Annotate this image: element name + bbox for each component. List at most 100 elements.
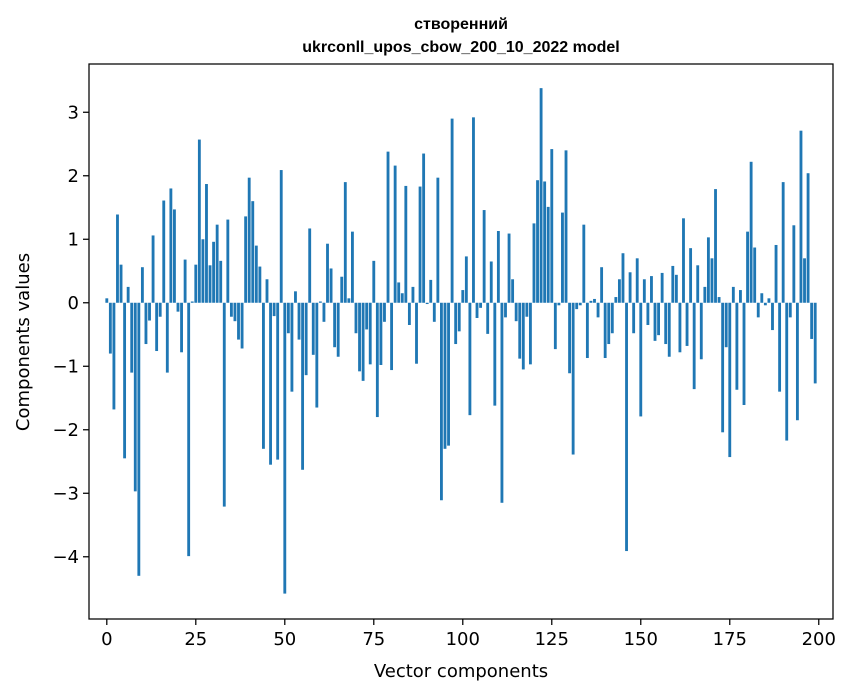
- bar-13: [151, 235, 155, 303]
- bar-192: [788, 302, 792, 318]
- bar-54: [297, 302, 301, 340]
- bar-94: [440, 302, 443, 501]
- bar-176: [731, 286, 735, 303]
- bar-156: [660, 272, 664, 303]
- bar-125: [550, 149, 554, 303]
- bar-120: [532, 223, 536, 303]
- bar-122: [539, 88, 543, 303]
- bar-166: [696, 265, 700, 303]
- bar-88: [418, 186, 422, 303]
- bar-52: [290, 302, 294, 392]
- bar-50: [283, 302, 287, 594]
- bar-29: [208, 265, 212, 303]
- x-axis-label: Vector components: [374, 661, 548, 682]
- bar-149: [635, 258, 639, 303]
- bar-56: [304, 302, 308, 376]
- bar-49: [279, 170, 283, 303]
- bar-195: [799, 130, 803, 303]
- bar-100: [461, 290, 465, 303]
- bar-147: [628, 272, 632, 303]
- bar-185: [763, 302, 767, 306]
- x-tick-label: 200: [802, 629, 836, 650]
- bar-158: [667, 302, 671, 357]
- bar-109: [493, 302, 497, 406]
- bar-4: [119, 264, 123, 303]
- bar-103: [472, 117, 475, 303]
- bar-67: [343, 182, 347, 303]
- bar-87: [415, 302, 418, 364]
- bar-98: [454, 302, 458, 345]
- bar-189: [778, 302, 782, 392]
- bar-170: [710, 258, 714, 303]
- bar-20: [176, 302, 180, 312]
- bar-154: [653, 302, 657, 341]
- bar-26: [197, 139, 201, 303]
- bar-62: [326, 243, 329, 303]
- bar-101: [464, 256, 468, 303]
- bar-193: [792, 225, 796, 303]
- bar-35: [229, 302, 233, 317]
- bar-160: [674, 274, 678, 303]
- bar-105: [479, 302, 483, 308]
- bar-12: [148, 302, 151, 321]
- bar-113: [507, 233, 511, 303]
- bar-0: [105, 298, 109, 303]
- bar-96: [447, 302, 450, 446]
- bar-128: [561, 212, 564, 303]
- x-tick-label: 150: [624, 629, 658, 650]
- bar-164: [689, 248, 693, 303]
- y-tick-label: 2: [68, 166, 79, 187]
- bar-3: [116, 214, 119, 303]
- bar-177: [735, 302, 739, 390]
- bar-63: [329, 268, 333, 303]
- bar-40: [247, 177, 251, 303]
- bar-194: [795, 302, 799, 421]
- bar-130: [568, 302, 571, 374]
- bar-25: [194, 264, 198, 303]
- bar-8: [133, 302, 137, 492]
- bar-138: [596, 302, 600, 318]
- bar-186: [767, 298, 771, 303]
- bar-89: [422, 153, 426, 303]
- y-tick-label: 0: [68, 293, 79, 314]
- bar-39: [244, 216, 248, 303]
- bar-27: [201, 239, 205, 303]
- x-tick-label: 0: [101, 629, 112, 650]
- bar-60: [318, 301, 322, 303]
- bar-145: [621, 253, 625, 303]
- bar-198: [810, 302, 814, 339]
- bar-64: [333, 302, 337, 348]
- bar-66: [340, 276, 344, 303]
- bar-32: [219, 260, 223, 303]
- bar-55: [301, 302, 305, 470]
- bar-77: [379, 302, 383, 365]
- bar-157: [664, 302, 668, 345]
- bar-126: [553, 302, 557, 350]
- bar-140: [603, 302, 607, 359]
- bar-136: [589, 300, 593, 303]
- bar-93: [436, 177, 440, 303]
- bar-133: [578, 302, 582, 306]
- bar-71: [358, 302, 361, 372]
- bar-59: [315, 302, 319, 408]
- bar-6: [126, 286, 130, 303]
- bar-72: [361, 302, 365, 381]
- x-tick-label: 75: [362, 629, 385, 650]
- bar-36: [233, 302, 237, 322]
- bar-81: [393, 165, 397, 303]
- bar-70: [354, 302, 358, 334]
- bar-171: [714, 189, 717, 303]
- bar-155: [657, 302, 660, 336]
- x-tick-label: 100: [446, 629, 480, 650]
- bar-69: [351, 231, 354, 303]
- bar-80: [390, 302, 394, 371]
- bar-23: [187, 302, 191, 557]
- bar-184: [760, 293, 764, 303]
- bar-132: [575, 302, 579, 310]
- bar-74: [368, 302, 372, 365]
- bar-167: [699, 302, 703, 360]
- bar-115: [514, 302, 518, 322]
- x-tick-label: 175: [713, 629, 747, 650]
- bar-65: [336, 302, 340, 357]
- bar-57: [308, 228, 312, 303]
